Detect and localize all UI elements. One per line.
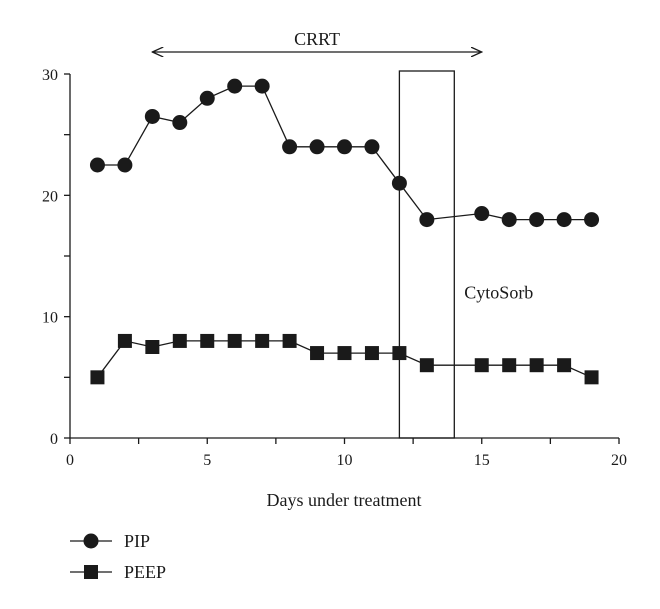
x-tick-label: 15: [474, 452, 490, 469]
x-tick-label: 5: [203, 452, 211, 469]
point-pip: [227, 78, 243, 94]
point-pip: [419, 212, 435, 228]
x-tick-label: 0: [66, 452, 74, 469]
legend-label-peep: PEEP: [124, 562, 166, 582]
legend-item-pip: PIP: [70, 531, 150, 551]
point-peep: [502, 358, 517, 373]
point-peep: [584, 370, 599, 385]
annotations: CRRT CytoSorb: [152, 29, 533, 439]
point-pip: [556, 212, 572, 228]
legend-marker-pip: [83, 533, 99, 549]
point-peep: [392, 346, 407, 361]
point-pip: [337, 139, 352, 155]
cytosorb-label: CytoSorb: [464, 282, 533, 302]
point-pip: [529, 212, 545, 228]
series-peep: [90, 333, 599, 385]
legend-label-pip: PIP: [124, 531, 150, 551]
point-peep: [200, 333, 215, 348]
cytosorb-box: [398, 70, 455, 439]
y-tick-label: 20: [42, 188, 58, 205]
point-pip: [254, 78, 270, 94]
crrt-label: CRRT: [294, 29, 340, 49]
legend-item-peep: PEEP: [70, 562, 166, 582]
point-peep: [255, 333, 270, 348]
point-peep: [310, 346, 325, 361]
point-pip: [117, 157, 133, 173]
point-peep: [145, 340, 160, 354]
legend: PIP PEEP: [70, 531, 166, 582]
point-peep: [529, 358, 544, 373]
point-pip: [309, 139, 325, 155]
point-peep: [557, 358, 572, 373]
point-pip: [501, 212, 517, 228]
point-peep: [227, 333, 242, 348]
point-pip: [199, 90, 215, 106]
x-tick-label: 10: [337, 452, 353, 469]
point-pip: [364, 139, 380, 155]
plot-area: 0 10 20 30 0 5 10 15 20 CRRT CytoSorb: [42, 29, 627, 469]
point-pip: [474, 206, 490, 222]
point-pip: [282, 139, 298, 155]
y-tick-label: 10: [42, 310, 58, 327]
x-tick-label: 20: [611, 452, 627, 469]
point-peep: [364, 346, 379, 361]
y-tick-label: 30: [42, 67, 58, 84]
point-peep: [117, 333, 132, 348]
x-axis-title: Days under treatment: [267, 490, 422, 510]
point-peep: [337, 346, 352, 361]
y-tick-label: 0: [50, 431, 58, 448]
series-layer: [89, 78, 600, 385]
point-pip: [172, 115, 188, 131]
point-peep: [474, 358, 489, 373]
series-pip: [89, 78, 600, 228]
point-pip: [391, 175, 407, 191]
point-peep: [282, 333, 297, 348]
point-peep: [90, 370, 105, 385]
point-pip: [89, 157, 105, 173]
point-peep: [419, 358, 434, 373]
point-pip: [584, 212, 600, 228]
axes: 0 10 20 30 0 5 10 15 20: [42, 67, 627, 469]
point-peep: [172, 333, 187, 348]
point-pip: [144, 108, 160, 124]
legend-marker-peep: [84, 565, 98, 579]
